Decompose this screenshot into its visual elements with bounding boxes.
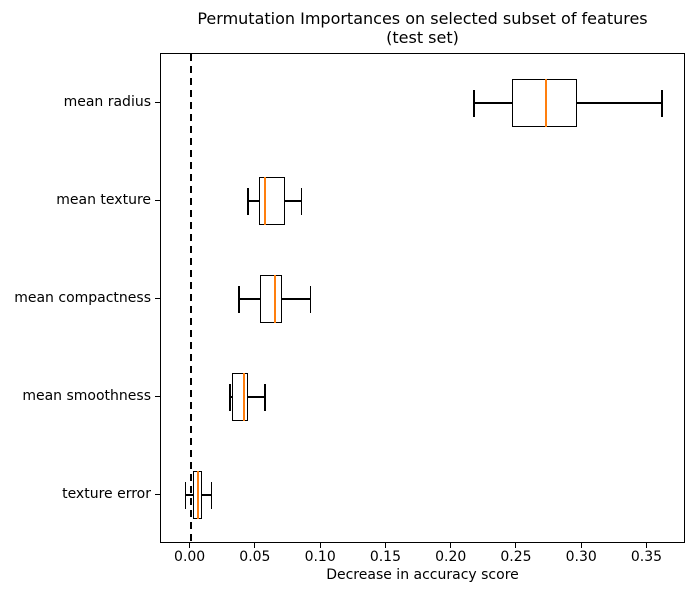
y-tick (155, 395, 160, 397)
x-tick (450, 543, 452, 548)
box-rect (259, 275, 282, 323)
chart-title-line1: Permutation Importances on selected subs… (197, 9, 648, 28)
whisker-line-high (282, 298, 311, 300)
x-tick-label: 0.10 (304, 549, 336, 565)
whisker-line-low (248, 200, 259, 202)
whisker-line-low (238, 298, 260, 300)
x-tick (254, 543, 256, 548)
median-line (243, 373, 246, 421)
whisker-line-low (229, 396, 233, 398)
x-tick (319, 543, 321, 548)
whisker-cap-low (229, 383, 231, 411)
whisker-line-low (473, 102, 512, 104)
x-tick (645, 543, 647, 548)
zero-reference-line (189, 54, 192, 544)
x-tick-label: 0.20 (435, 549, 467, 565)
x-tick (384, 543, 386, 548)
x-tick-label: 0.00 (174, 549, 206, 565)
whisker-line-low (185, 494, 194, 496)
y-tick-label: mean texture (56, 192, 151, 208)
chart-title-line2: (test set) (386, 28, 459, 47)
whisker-cap-high (264, 383, 266, 411)
chart-title: Permutation Importances on selected subs… (160, 9, 685, 47)
whisker-cap-low (247, 187, 249, 215)
whisker-cap-high (300, 187, 303, 215)
x-tick-label: 0.30 (565, 549, 597, 565)
whisker-cap-high (661, 89, 663, 117)
whisker-cap-low (238, 285, 240, 313)
y-tick (155, 101, 160, 103)
y-tick-label: mean compactness (14, 290, 151, 306)
whisker-line-high (284, 200, 302, 202)
x-tick-label: 0.35 (630, 549, 663, 565)
y-tick-label: mean smoothness (22, 388, 151, 404)
whisker-cap-high (210, 481, 213, 509)
median-line (197, 471, 200, 519)
x-tick-label: 0.25 (500, 549, 532, 565)
box-rect (511, 79, 577, 127)
x-axis-label: Decrease in accuracy score (326, 567, 519, 583)
whisker-cap-low (473, 89, 475, 117)
whisker-line-high (248, 396, 266, 398)
box-rect (258, 177, 285, 225)
x-tick (580, 543, 582, 548)
y-tick (155, 199, 160, 201)
whisker-line-high (577, 102, 662, 104)
median-line (264, 177, 267, 225)
box-rect (232, 373, 249, 421)
plot-area (160, 53, 685, 544)
y-tick (155, 297, 160, 299)
x-tick-label: 0.15 (369, 549, 401, 565)
x-tick (189, 543, 191, 548)
x-tick-label: 0.05 (239, 549, 271, 565)
y-tick-label: texture error (62, 486, 151, 502)
whisker-cap-low (184, 481, 187, 509)
y-tick-label: mean radius (63, 94, 151, 110)
x-tick (515, 543, 517, 548)
median-line (544, 79, 547, 127)
whisker-line-high (202, 494, 212, 496)
whisker-cap-high (309, 285, 312, 313)
y-tick (155, 493, 160, 495)
median-line (274, 275, 277, 323)
